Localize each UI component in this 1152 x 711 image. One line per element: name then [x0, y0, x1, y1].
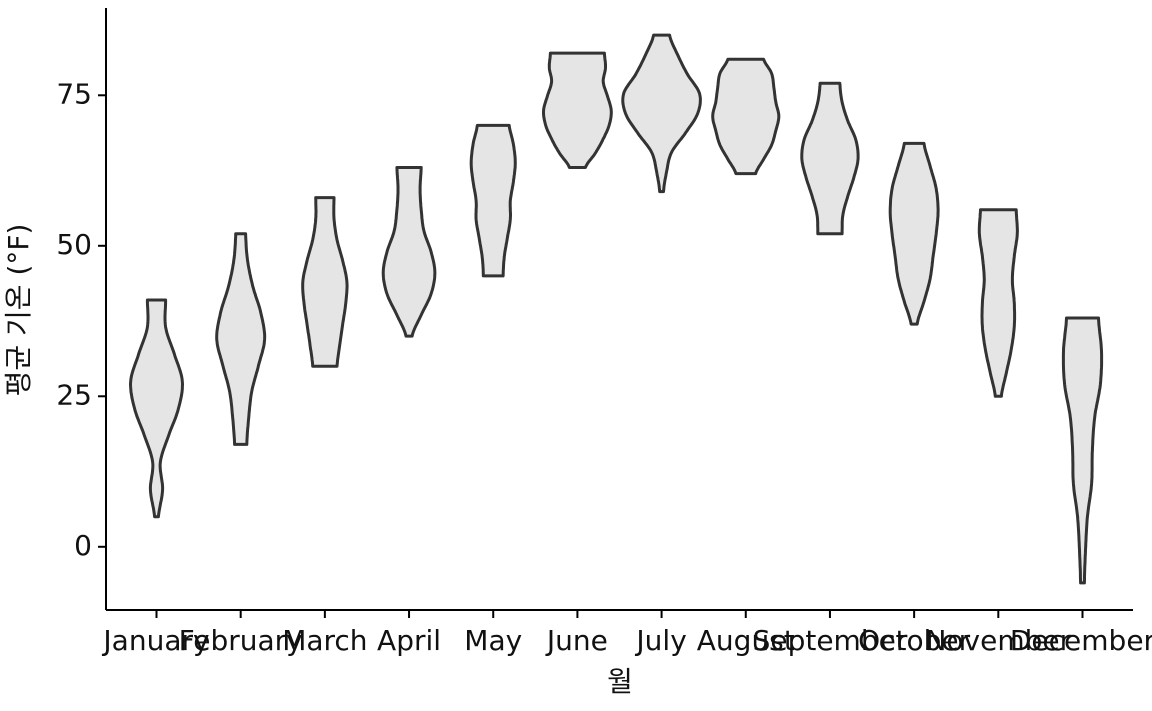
- x-tick-label: November: [925, 624, 1071, 657]
- violin: [977, 208, 1019, 398]
- x-tick-label: December: [1010, 624, 1152, 657]
- violin: [711, 57, 781, 176]
- x-tick-label: May: [464, 624, 522, 657]
- y-tick-label: 0: [74, 529, 92, 562]
- x-tick-label: February: [179, 624, 303, 657]
- violin: [542, 51, 613, 169]
- violin: [1061, 316, 1104, 585]
- y-tick-label: 75: [56, 77, 92, 110]
- violin: [621, 33, 702, 194]
- violin: [129, 298, 184, 519]
- y-tick-label: 50: [56, 228, 92, 261]
- x-tick-label: October: [858, 624, 971, 657]
- x-tick-label: August: [697, 624, 795, 657]
- x-tick-label: June: [545, 624, 608, 657]
- x-tick-label: January: [101, 624, 209, 657]
- y-axis-title: 평균 기온 (°F): [2, 224, 35, 397]
- violin: [215, 232, 267, 446]
- x-tick-label: September: [753, 624, 908, 657]
- x-axis-title: 월: [607, 665, 633, 698]
- y-tick-label: 25: [56, 378, 92, 411]
- violin: [469, 123, 517, 278]
- x-tick-label: April: [377, 624, 441, 657]
- violin: [800, 81, 860, 236]
- violin: [381, 166, 437, 338]
- x-tick-label: July: [634, 624, 686, 657]
- violin: [888, 141, 940, 326]
- violin: [301, 196, 349, 368]
- x-tick-label: March: [282, 624, 367, 657]
